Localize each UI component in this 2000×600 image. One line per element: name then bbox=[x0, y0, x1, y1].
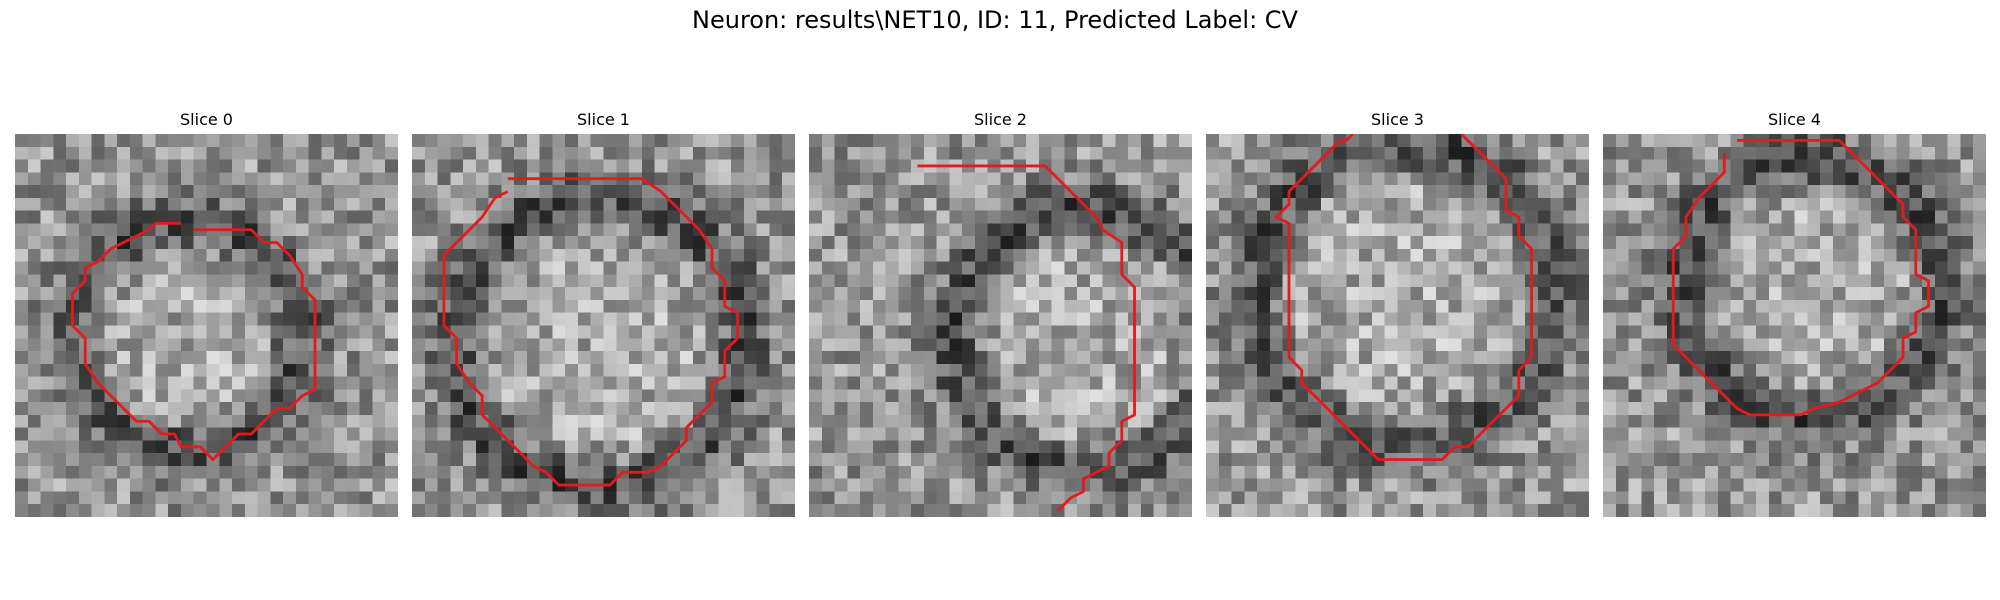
slice-title-2: Slice 2 bbox=[974, 110, 1027, 129]
slice-panel-1: Slice 1 bbox=[412, 108, 795, 517]
contour-1 bbox=[442, 177, 739, 487]
slice-panel-0: Slice 0 bbox=[15, 108, 398, 517]
slice-title-3: Slice 3 bbox=[1371, 110, 1424, 129]
slice-image-0 bbox=[15, 134, 398, 517]
slice-title-4: Slice 4 bbox=[1768, 110, 1821, 129]
contour-0 bbox=[71, 221, 317, 461]
slice-image-2 bbox=[809, 134, 1192, 517]
slice-image-1 bbox=[412, 134, 795, 517]
slice-panel-2: Slice 2 bbox=[809, 108, 1192, 517]
contour-4 bbox=[1671, 138, 1930, 417]
slice-title-0: Slice 0 bbox=[180, 110, 233, 129]
figure-title: Neuron: results\NET10, ID: 11, Predicted… bbox=[692, 6, 1298, 34]
slice-image-3 bbox=[1206, 134, 1589, 517]
contour-3 bbox=[1274, 134, 1533, 461]
slice-image-4 bbox=[1603, 134, 1986, 517]
slice-title-1: Slice 1 bbox=[577, 110, 630, 129]
slice-panel-4: Slice 4 bbox=[1603, 108, 1986, 517]
slice-panel-3: Slice 3 bbox=[1206, 108, 1589, 517]
contour-2 bbox=[917, 164, 1136, 512]
